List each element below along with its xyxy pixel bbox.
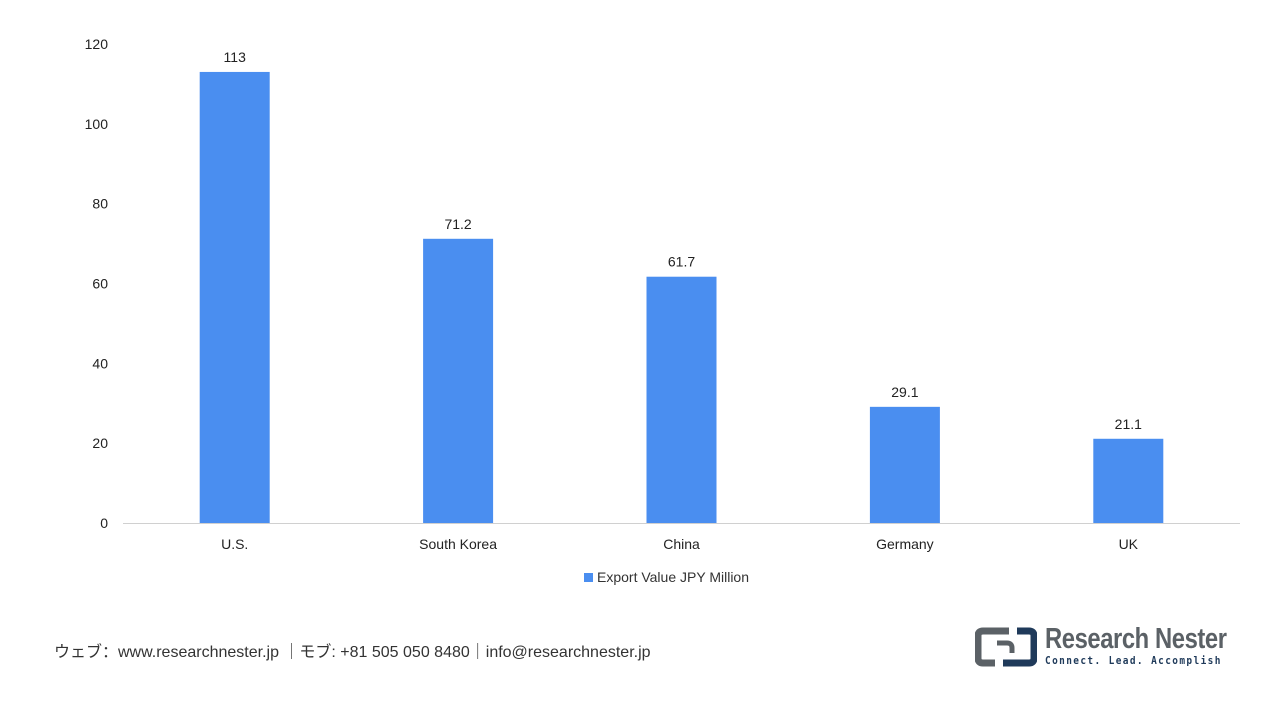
data-label: 113 bbox=[224, 49, 247, 65]
x-tick-label: South Korea bbox=[419, 536, 497, 552]
y-tick-label: 100 bbox=[85, 116, 109, 132]
logo: Research Nester Connect. Lead. Accomplis… bbox=[975, 623, 1227, 670]
bar bbox=[423, 238, 494, 523]
data-label: 61.7 bbox=[668, 254, 695, 270]
y-tick-label: 60 bbox=[92, 276, 108, 292]
legend: Export Value JPY Million bbox=[584, 569, 749, 585]
x-tick-label: Germany bbox=[876, 536, 934, 552]
y-tick-label: 40 bbox=[92, 355, 108, 371]
bar bbox=[869, 406, 940, 523]
bar bbox=[199, 71, 270, 524]
legend-label: Export Value JPY Million bbox=[597, 569, 749, 585]
x-tick-label: China bbox=[663, 536, 700, 552]
legend-swatch bbox=[584, 573, 593, 582]
bar bbox=[646, 276, 717, 523]
y-tick-label: 0 bbox=[100, 515, 108, 531]
y-tick-label: 120 bbox=[85, 36, 109, 52]
bars: 113 71.2 61.7 29.1 21.1 bbox=[199, 49, 1164, 524]
bar bbox=[1093, 438, 1164, 523]
data-label: 71.2 bbox=[444, 216, 471, 232]
y-tick-label: 80 bbox=[92, 196, 108, 212]
logo-name: Research Nester bbox=[1045, 623, 1227, 655]
data-label: 29.1 bbox=[891, 384, 918, 400]
y-axis-ticks: 0 20 40 60 80 100 120 bbox=[85, 36, 109, 531]
footer-contact: ウェブ：www.researchnester.jp ｜モブ: +81 505 0… bbox=[54, 644, 651, 661]
x-tick-label: UK bbox=[1119, 536, 1139, 552]
research-nester-logo-icon bbox=[975, 627, 1037, 667]
x-tick-label: U.S. bbox=[221, 536, 248, 552]
x-axis-ticks: U.S. South Korea China Germany UK bbox=[221, 536, 1139, 552]
logo-tagline: Connect. Lead. Accomplish bbox=[1045, 654, 1222, 667]
data-label: 21.1 bbox=[1115, 416, 1142, 432]
bar-chart: 0 20 40 60 80 100 120 113 71.2 61.7 29.1 21.1 U.S.… bbox=[85, 36, 1240, 585]
y-tick-label: 20 bbox=[92, 435, 108, 451]
